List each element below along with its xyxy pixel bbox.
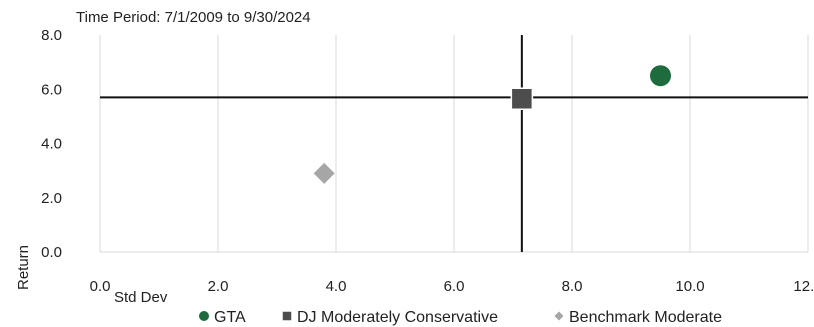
legend-marker-gta	[199, 311, 209, 321]
x-tick-label: 8.0	[562, 278, 583, 295]
y-tick-label: 0.0	[41, 244, 62, 261]
chart-subtitle: Time Period: 7/1/2009 to 9/30/2024	[76, 9, 311, 26]
y-tick-label: 6.0	[41, 81, 62, 98]
benchmark-moderate-point	[313, 162, 335, 184]
x-tick-label: 12.0	[793, 278, 814, 295]
legend-label-gta: GTA	[214, 309, 246, 326]
legend-label-benchmark-moderate: Benchmark Moderate	[569, 309, 722, 326]
gta-point	[650, 65, 671, 87]
y-tick-label: 4.0	[41, 136, 62, 153]
data-points	[313, 65, 671, 184]
grid-lines	[99, 35, 809, 253]
y-tick-label: 2.0	[41, 190, 62, 207]
x-tick-label: 0.0	[90, 278, 111, 295]
x-tick-label: 6.0	[444, 278, 465, 295]
y-tick-label: 8.0	[41, 27, 62, 44]
legend-label-dj-moderately-conservative: DJ Moderately Conservative	[297, 309, 498, 326]
reference-lines	[100, 35, 808, 252]
x-tick-label: 4.0	[326, 278, 347, 295]
x-tick-label: 2.0	[208, 278, 229, 295]
y-axis-label: Return	[15, 245, 32, 290]
dj-moderately-conservative-point	[510, 87, 534, 110]
tick-labels: 0.0 2.0 4.0 6.0 8.0 10.0 12.0 0.0 2.0 4.0 6.0 8.0	[41, 27, 814, 295]
x-tick-label: 10.0	[675, 278, 704, 295]
legend: GTA DJ Moderately Conservative Benchmark M…	[199, 309, 722, 326]
legend-marker-benchmark-moderate	[554, 311, 564, 321]
legend-marker-dj-moderately-conservative	[281, 310, 293, 322]
x-axis-label: Std Dev	[114, 289, 168, 306]
